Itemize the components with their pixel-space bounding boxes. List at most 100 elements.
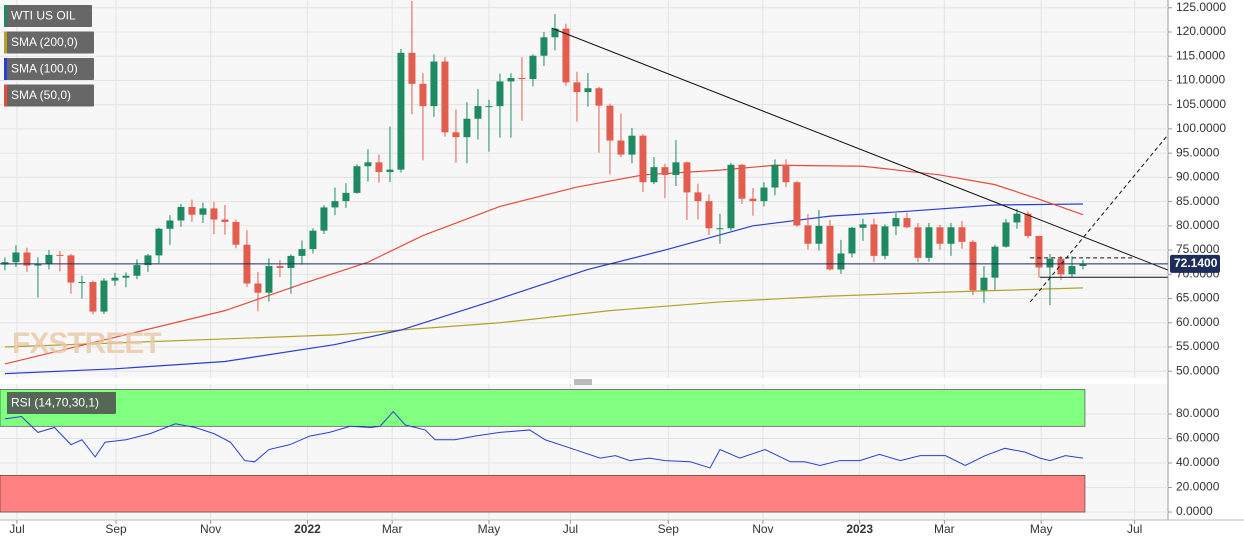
candle-body: [716, 228, 724, 230]
candle-body: [45, 254, 53, 265]
candle-body: [111, 277, 119, 281]
candle-body: [353, 166, 361, 193]
candle-body: [969, 241, 977, 291]
y-tick-label: 65.0000: [1176, 291, 1220, 305]
legend-box: [4, 84, 94, 107]
y-tick-label: 0.0000: [1176, 504, 1213, 518]
candle-body: [320, 207, 328, 231]
candle-body: [760, 187, 768, 202]
candle-body: [254, 283, 262, 293]
candle-body: [518, 78, 526, 80]
candle-body: [166, 220, 174, 229]
candle-body: [1068, 266, 1076, 275]
price-panel: [0, 0, 1168, 378]
panel-divider: [0, 378, 1168, 384]
y-tick-label: 110.0000: [1176, 73, 1225, 87]
legend-box: [4, 5, 92, 27]
legend-swatch: [4, 84, 7, 107]
candle-body: [452, 132, 460, 138]
candle-body: [364, 162, 372, 167]
sma-line: [4, 164, 1084, 365]
candle-body: [947, 227, 955, 244]
x-tick-label: Nov: [752, 522, 773, 536]
x-tick-label: 2022: [294, 522, 321, 536]
candle-body: [100, 280, 108, 312]
legend-label: WTI US OIL: [11, 9, 76, 23]
candle-body: [958, 227, 966, 242]
candle-body: [144, 255, 152, 266]
legend-box: [4, 392, 116, 414]
rsi-band: [0, 474, 1086, 513]
candle-body: [408, 52, 416, 84]
candle-body: [595, 88, 603, 106]
x-tick-label: Jul: [1127, 522, 1142, 536]
candle-body: [1024, 213, 1032, 237]
candle-body: [914, 227, 922, 258]
y-tick-label: 125.0000: [1176, 0, 1226, 14]
candle-body: [793, 182, 801, 226]
y-tick-label: 100.0000: [1176, 121, 1226, 135]
candle-body: [441, 61, 449, 133]
x-tick-label: 2023: [846, 522, 873, 536]
x-tick-label: May: [1030, 522, 1053, 536]
candle-body: [133, 265, 141, 276]
x-tick-label: Jul: [9, 522, 24, 536]
x-tick-label: Nov: [200, 522, 221, 536]
last-price-label: 72.1400: [1174, 256, 1218, 270]
y-tick-label: 50.0000: [1176, 363, 1220, 377]
candle-body: [529, 55, 537, 79]
y-tick-label: 20.0000: [1176, 480, 1220, 494]
candle-body: [56, 254, 64, 256]
candle-body: [584, 88, 592, 93]
candle-body: [848, 227, 856, 254]
candle-body: [749, 198, 757, 202]
y-tick-label: 75.0000: [1176, 242, 1220, 256]
candle-body: [782, 164, 790, 183]
candle-body: [309, 230, 317, 250]
candle-body: [397, 52, 405, 170]
candle-body: [474, 106, 482, 119]
legend-box: [4, 58, 94, 80]
divider-grip[interactable]: [574, 379, 592, 385]
candle-body: [199, 208, 207, 215]
candle-body: [881, 226, 889, 256]
candle-body: [331, 201, 339, 208]
candle-body: [826, 225, 834, 270]
axes: 125.0000 120.0000 115.0000 110.0000 105.0000…: [9, 0, 1226, 536]
candle-body: [386, 169, 394, 173]
y-tick-label: 95.0000: [1176, 145, 1220, 159]
candle-body: [925, 227, 933, 258]
candle-body: [342, 192, 350, 202]
candle-body: [155, 228, 163, 256]
candle-body: [694, 192, 702, 202]
candle-body: [1013, 213, 1021, 223]
candle-body: [1079, 264, 1087, 267]
candle-body: [375, 162, 383, 173]
trendline: [551, 27, 1168, 271]
legend: WTI US OIL SMA (200,0) SMA (100,0) SMA (50,…: [4, 5, 116, 414]
legend-label: RSI (14,70,30,1): [11, 396, 99, 410]
candle-body: [12, 252, 20, 263]
candle-body: [683, 162, 691, 193]
candle-body: [617, 140, 625, 155]
candle-body: [122, 275, 130, 278]
y-tick-label: 90.0000: [1176, 170, 1220, 184]
candle-body: [34, 264, 42, 266]
candle-body: [551, 28, 559, 38]
candle-body: [661, 167, 669, 175]
candle-body: [232, 221, 240, 245]
y-tick-label: 40.0000: [1176, 455, 1220, 469]
y-tick-label: 80.0000: [1176, 406, 1220, 420]
x-tick-label: Mar: [934, 522, 955, 536]
watermark: FXSTREET: [12, 327, 161, 360]
candle-body: [628, 135, 636, 155]
candle-body: [78, 282, 86, 284]
candle-body: [463, 118, 471, 138]
candle-body: [287, 255, 295, 268]
legend-box: [4, 31, 94, 54]
candle-body: [859, 224, 867, 228]
x-tick-label: Sep: [105, 522, 127, 536]
candle-body: [837, 253, 845, 270]
y-tick-label: 60.0000: [1176, 431, 1220, 445]
